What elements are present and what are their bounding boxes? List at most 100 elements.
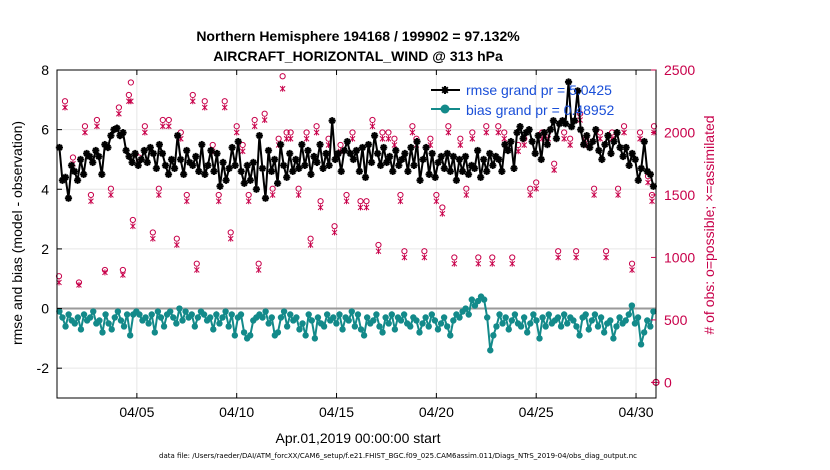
rmse-star-stroke — [277, 141, 284, 148]
rmse-point — [343, 137, 351, 146]
rmse-point — [425, 170, 433, 178]
y-right-tick-label: 500 — [664, 312, 688, 328]
y-right-tick-label: 1500 — [664, 187, 695, 203]
obs-assimilated-marker — [317, 204, 324, 211]
rmse-point — [189, 161, 197, 170]
obs-assimilated-marker — [149, 235, 156, 242]
obs-assimilated-marker — [313, 129, 320, 136]
bias-point — [225, 323, 232, 330]
bias-point — [114, 308, 122, 315]
obs-assimilated-marker — [527, 191, 534, 198]
bias-point — [456, 314, 463, 321]
obs-possible-marker — [245, 191, 252, 199]
legend-bias-marker — [440, 104, 450, 114]
rmse-star-stroke — [325, 162, 333, 169]
chart-title: Northern Hemisphere 194168 / 199902 = 97… — [196, 28, 520, 44]
rmse-star-stroke — [62, 174, 69, 181]
obs-possible-marker — [573, 248, 580, 255]
rmse-point — [428, 149, 436, 158]
bias-point — [176, 305, 183, 312]
rmse-point — [634, 176, 642, 184]
rmse-point — [286, 149, 294, 158]
rmse-star-stroke — [477, 174, 484, 181]
rmse-point — [73, 176, 82, 184]
obs-possible-marker — [261, 110, 268, 117]
rmse-star-stroke — [516, 123, 524, 130]
rmse-point — [346, 149, 354, 158]
bias-point — [499, 320, 506, 327]
rmse-point — [80, 170, 88, 178]
bias-point — [80, 311, 88, 318]
rmse-point — [589, 137, 597, 146]
obs-possible-marker — [527, 185, 534, 192]
rmse-point — [519, 134, 527, 143]
bias-point — [542, 323, 549, 330]
rmse-point — [280, 161, 288, 170]
x-tick-label: 04/25 — [519, 404, 554, 420]
bias-point — [188, 311, 195, 318]
rmse-star-stroke — [447, 168, 454, 175]
rmse-star-stroke — [365, 141, 372, 148]
rmse-point — [146, 143, 154, 152]
obs-assimilated-marker — [261, 116, 268, 123]
bias-point — [320, 323, 328, 330]
rmse-star-stroke — [510, 165, 518, 172]
rmse-star-stroke — [186, 159, 193, 166]
rmse-point — [619, 152, 627, 161]
rmse-star-stroke — [613, 129, 621, 136]
obs-possible-marker — [561, 129, 568, 136]
obs-assimilated-marker — [221, 104, 228, 111]
bias-point — [440, 314, 448, 321]
bias-point — [437, 320, 445, 327]
obs-layer — [55, 73, 660, 386]
rmse-point — [383, 158, 391, 167]
obs-possible-marker — [93, 116, 101, 124]
bias-point — [247, 332, 254, 339]
rmse-star-stroke — [283, 174, 290, 181]
bias-point — [471, 302, 479, 309]
rmse-point — [104, 143, 112, 152]
bias-point — [391, 326, 399, 333]
rmse-point — [580, 140, 588, 149]
rmse-star-stroke — [347, 150, 354, 157]
rmse-star-stroke — [607, 150, 615, 157]
obs-assimilated-marker — [469, 135, 476, 142]
rmse-star-stroke — [489, 162, 497, 169]
bias-point — [179, 317, 186, 324]
rmse-star-stroke — [547, 126, 554, 133]
x-tick-label: 04/10 — [219, 404, 254, 420]
bias-point — [434, 326, 442, 333]
rmse-star-stroke — [362, 174, 369, 181]
obs-possible-marker — [596, 129, 604, 136]
bias-point — [296, 326, 303, 333]
bias-point — [71, 320, 78, 327]
rmse-star-stroke — [468, 162, 475, 169]
obs-assimilated-marker — [130, 223, 136, 230]
rmse-star-stroke — [210, 168, 218, 175]
bias-point — [616, 314, 623, 321]
rmse-star-stroke — [353, 147, 360, 154]
rmse-star-stroke — [538, 156, 545, 163]
rmse-star-stroke — [386, 153, 393, 160]
rmse-star-stroke — [383, 159, 390, 166]
bias-point — [545, 311, 552, 318]
rmse-star-stroke — [410, 162, 418, 169]
rmse-point — [237, 167, 245, 175]
obs-possible-marker — [475, 254, 482, 261]
rmse-point — [507, 137, 515, 146]
obs-assimilated-marker — [603, 254, 609, 261]
rmse-point — [249, 158, 257, 167]
x-tick-label: 04/15 — [319, 404, 354, 420]
rmse-point — [331, 155, 339, 164]
bias-point — [314, 314, 322, 321]
rmse-point — [631, 155, 639, 164]
rmse-point — [534, 132, 542, 140]
bias-point — [570, 317, 577, 324]
bias-point — [594, 323, 602, 330]
obs-possible-marker — [483, 123, 490, 130]
obs-possible-marker — [193, 260, 200, 267]
obs-assimilated-marker — [331, 229, 338, 236]
rmse-star-stroke — [431, 174, 439, 181]
rmse-star-stroke — [341, 147, 348, 154]
obs-possible-marker — [620, 123, 628, 130]
